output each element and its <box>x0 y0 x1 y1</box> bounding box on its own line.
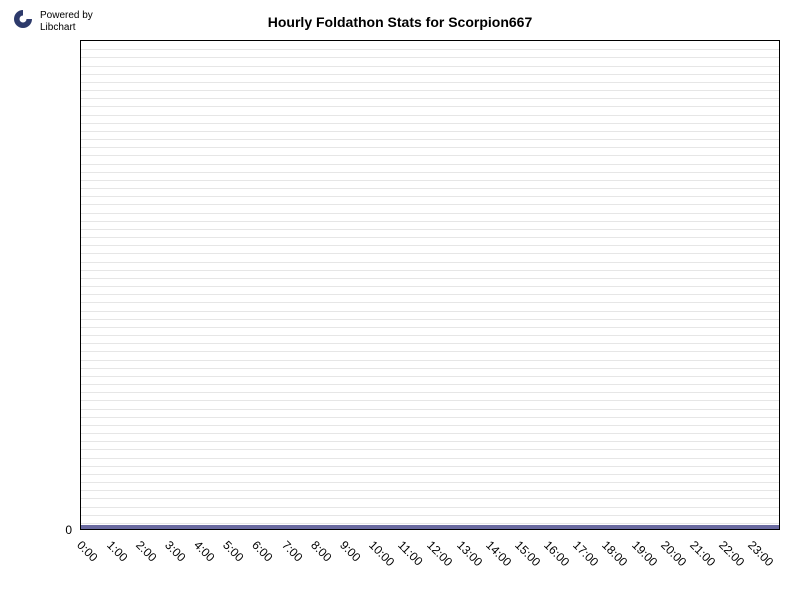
grid-line <box>81 311 779 312</box>
grid-line <box>81 441 779 442</box>
x-tick-label: 20:00 <box>658 538 689 569</box>
grid-line <box>81 172 779 173</box>
x-tick-label: 17:00 <box>570 538 601 569</box>
grid-line <box>81 278 779 279</box>
grid-line <box>81 155 779 156</box>
grid-line <box>81 482 779 483</box>
grid-line <box>81 376 779 377</box>
grid-line <box>81 294 779 295</box>
grid-line <box>81 384 779 385</box>
grid-line <box>81 180 779 181</box>
grid-line <box>81 82 779 83</box>
grid-line <box>81 515 779 516</box>
x-tick-label: 11:00 <box>395 538 426 569</box>
grid-line <box>81 270 779 271</box>
x-tick-label: 23:00 <box>745 538 776 569</box>
x-tick-label: 16:00 <box>541 538 572 569</box>
baseline-bar <box>81 525 779 529</box>
grid-line <box>81 433 779 434</box>
x-tick-label: 5:00 <box>220 538 246 564</box>
grid-line <box>81 147 779 148</box>
grid-line <box>81 131 779 132</box>
x-ticks: 0:001:002:003:004:005:006:007:008:009:00… <box>80 538 780 598</box>
grid-line <box>81 449 779 450</box>
chart-title: Hourly Foldathon Stats for Scorpion667 <box>0 14 800 30</box>
grid-line <box>81 368 779 369</box>
x-tick-label: 10:00 <box>366 538 397 569</box>
grid-line <box>81 204 779 205</box>
grid-line <box>81 196 779 197</box>
x-tick-label: 9:00 <box>337 538 363 564</box>
grid-line <box>81 213 779 214</box>
grid-line <box>81 139 779 140</box>
grid-line <box>81 498 779 499</box>
grid-line <box>81 188 779 189</box>
grid-line <box>81 302 779 303</box>
plot-area <box>80 40 780 530</box>
x-tick-label: 6:00 <box>249 538 275 564</box>
grid-line <box>81 164 779 165</box>
x-tick-label: 14:00 <box>483 538 514 569</box>
grid-line <box>81 425 779 426</box>
grid-line <box>81 237 779 238</box>
x-tick-label: 13:00 <box>454 538 485 569</box>
grid-line <box>81 123 779 124</box>
grid-line <box>81 90 779 91</box>
grid-line <box>81 74 779 75</box>
grid-line <box>81 245 779 246</box>
x-tick-label: 7:00 <box>279 538 305 564</box>
grid-line <box>81 490 779 491</box>
grid-line <box>81 115 779 116</box>
grid-line <box>81 221 779 222</box>
x-tick-label: 8:00 <box>308 538 334 564</box>
grid-line <box>81 286 779 287</box>
grid-line <box>81 262 779 263</box>
grid-line <box>81 392 779 393</box>
grid-line <box>81 458 779 459</box>
y-tick-label: 0 <box>65 523 72 537</box>
grid-line <box>81 351 779 352</box>
x-tick-label: 4:00 <box>191 538 217 564</box>
grid-line <box>81 66 779 67</box>
x-tick-label: 1:00 <box>104 538 130 564</box>
grid-line <box>81 507 779 508</box>
grid-line <box>81 229 779 230</box>
x-tick-label: 15:00 <box>512 538 543 569</box>
x-tick-label: 19:00 <box>629 538 660 569</box>
plot-wrap: 0 0:001:002:003:004:005:006:007:008:009:… <box>80 40 780 538</box>
x-tick-label: 21:00 <box>687 538 718 569</box>
grid-line <box>81 98 779 99</box>
grid-line <box>81 474 779 475</box>
grid-line <box>81 409 779 410</box>
grid-line <box>81 253 779 254</box>
grid-line <box>81 343 779 344</box>
x-tick-label: 3:00 <box>162 538 188 564</box>
grid-line <box>81 327 779 328</box>
grid-line <box>81 335 779 336</box>
x-tick-label: 2:00 <box>133 538 159 564</box>
grid-line <box>81 49 779 50</box>
grid-line <box>81 106 779 107</box>
x-tick-label: 12:00 <box>424 538 455 569</box>
grid-line <box>81 400 779 401</box>
grid-line <box>81 360 779 361</box>
x-tick-label: 22:00 <box>716 538 747 569</box>
grid-line <box>81 466 779 467</box>
grid-line <box>81 57 779 58</box>
grid-line <box>81 417 779 418</box>
grid-line <box>81 523 779 524</box>
grid-line <box>81 319 779 320</box>
x-tick-label: 0:00 <box>74 538 100 564</box>
x-tick-label: 18:00 <box>599 538 630 569</box>
